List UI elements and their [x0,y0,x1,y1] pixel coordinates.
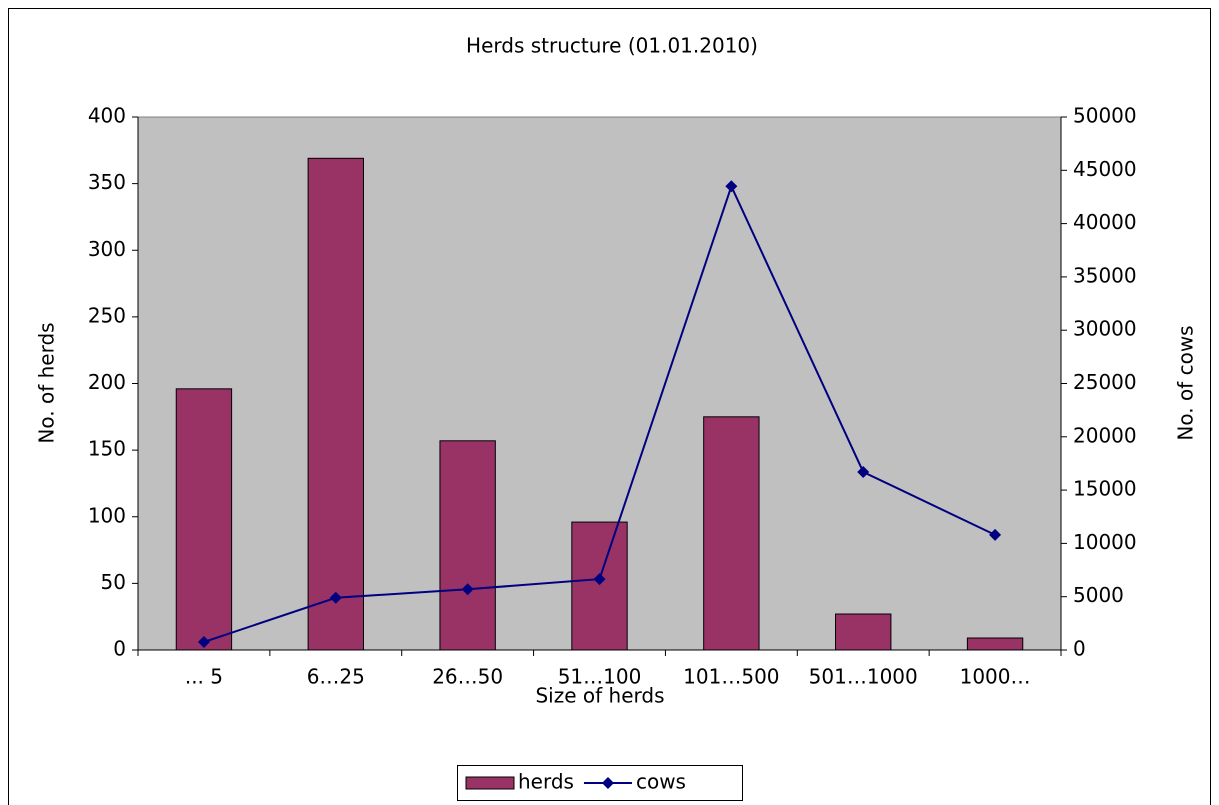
bar [571,521,628,651]
y-axis-label: No. of herds [35,322,59,443]
marker [329,591,342,604]
marker [989,528,1002,541]
y2-tick-label: 35000 [1073,263,1137,287]
x-tick-label: 101…500 [683,665,779,689]
chart-title: Herds structure (01.01.2010) [466,34,758,58]
marker [461,583,474,596]
y-tick-label: 150 [88,437,126,461]
y-tick-label: 50 [101,570,126,594]
y-tick-label: 250 [88,303,126,327]
y2-tick-label: 40000 [1073,210,1137,234]
y2-tick-label: 10000 [1073,530,1137,554]
bar [966,637,1024,651]
bar [307,157,364,651]
y-tick-label: 200 [88,370,126,394]
y2-tick-label: 50000 [1073,104,1137,128]
y2-tick-label: 25000 [1073,370,1137,394]
legend-label: herds [518,770,574,794]
y2-tick-label: 15000 [1073,477,1137,501]
marker [857,465,870,478]
bar [439,440,496,651]
y2-tick-label: 0 [1073,637,1086,661]
y-tick-label: 350 [88,170,126,194]
legend-swatch [465,776,515,790]
y2-tick-label: 5000 [1073,583,1124,607]
y-tick-label: 0 [113,637,126,661]
x-tick-label: 6…25 [307,665,365,689]
bar [175,388,233,651]
x-tick-label: ... 5 [185,665,223,689]
legend-marker [601,777,614,789]
y2-tick-label: 30000 [1073,317,1137,341]
y2-tick-label: 45000 [1073,157,1137,181]
x-tick-label: 1000… [960,665,1031,689]
y-tick-label: 300 [88,237,126,261]
y-tick-label: 400 [88,104,126,128]
y2-tick-label: 20000 [1073,423,1137,447]
x-axis-label: Size of herds [535,684,664,708]
x-tick-label: 501…1000 [809,665,918,689]
marker [593,573,606,586]
legend-label: cows [636,770,686,794]
x-tick-label: 26…50 [432,665,503,689]
bar [703,416,760,651]
x-tick-label: 51…100 [558,665,642,689]
y2-axis-label: No. of cows [1174,325,1198,440]
bar [835,613,892,651]
marker [197,636,210,649]
marker [725,180,738,193]
y-tick-label: 100 [88,503,126,527]
